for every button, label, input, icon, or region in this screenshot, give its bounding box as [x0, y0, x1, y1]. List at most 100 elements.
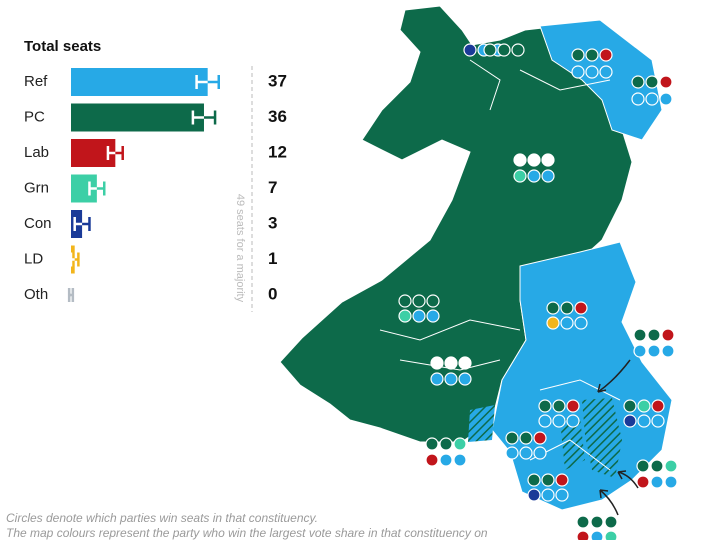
seat-circle: [661, 328, 675, 342]
value-label: 12: [268, 142, 287, 161]
seat-circle: [633, 328, 647, 342]
seat-circle: [574, 316, 588, 330]
category-label: Con: [24, 215, 52, 232]
seat-circle: [398, 309, 412, 323]
seat-circle: [430, 372, 444, 386]
seat-circle: [623, 414, 637, 428]
seat-circle: [426, 294, 440, 308]
seat-circle: [636, 459, 650, 473]
seat-circle: [425, 437, 439, 451]
seat-circle: [555, 473, 569, 487]
value-label: 1: [268, 249, 277, 268]
seat-circle: [552, 414, 566, 428]
seat-circle: [647, 328, 661, 342]
seat-circle: [412, 294, 426, 308]
seat-circle: [412, 309, 426, 323]
arrow: [617, 470, 639, 489]
seat-circle: [458, 372, 472, 386]
arrow: [597, 359, 631, 393]
value-label: 37: [268, 71, 287, 90]
seat-circle: [599, 48, 613, 62]
map-region-hatched: [560, 418, 585, 470]
seat-circle: [511, 43, 525, 57]
seat-circle: [566, 399, 580, 413]
map: [279, 5, 678, 540]
seat-circle: [571, 65, 585, 79]
seat-circle: [439, 453, 453, 467]
seat-circle: [533, 446, 547, 460]
seat-circle: [541, 169, 555, 183]
majority-label: 49 seats for a majority: [234, 194, 246, 303]
seat-circle: [566, 414, 580, 428]
seat-circle: [527, 473, 541, 487]
seat-circle: [631, 92, 645, 106]
seat-circle: [637, 399, 651, 413]
seat-circle: [425, 453, 439, 467]
map-region-hatched: [468, 405, 495, 442]
seat-circle: [604, 515, 618, 529]
seat-circle: [604, 530, 618, 540]
seat-circle: [444, 372, 458, 386]
seat-circle: [590, 530, 604, 540]
seat-circle: [599, 65, 613, 79]
seat-circle: [519, 431, 533, 445]
value-label: 0: [268, 284, 277, 303]
seat-circle: [645, 92, 659, 106]
seat-circle: [541, 488, 555, 502]
seat-circle: [636, 475, 650, 489]
map-region-hatched: [582, 398, 622, 478]
category-label: Oth: [24, 286, 48, 303]
seat-circle: [637, 414, 651, 428]
seat-circle: [574, 301, 588, 315]
seat-circle: [576, 515, 590, 529]
seat-circle: [664, 475, 678, 489]
seat-circle: [505, 431, 519, 445]
value-label: 7: [268, 178, 277, 197]
seat-circle: [647, 344, 661, 358]
seat-circle: [650, 475, 664, 489]
seat-circle: [439, 437, 453, 451]
seat-circle: [398, 294, 412, 308]
category-label: Grn: [24, 179, 49, 196]
map-boundaries: [379, 59, 621, 471]
seat-circle: [560, 316, 574, 330]
seat-circle: [651, 399, 665, 413]
arrow: [599, 489, 619, 516]
seat-circle: [444, 356, 458, 370]
category-label: Ref: [24, 73, 48, 90]
value-label: 3: [268, 213, 277, 232]
seat-circle: [519, 446, 533, 460]
seat-circle: [585, 65, 599, 79]
seat-circle: [659, 92, 673, 106]
seat-circle: [659, 75, 673, 89]
seat-circle: [483, 43, 497, 57]
chart-title: Total seats: [24, 38, 101, 55]
seat-circle: [645, 75, 659, 89]
seat-circle: [571, 48, 585, 62]
seat-circle: [527, 488, 541, 502]
seat-circle: [623, 399, 637, 413]
seat-circle: [527, 153, 541, 167]
seat-circle: [650, 459, 664, 473]
seat-circle: [560, 301, 574, 315]
map-region-blue: [539, 19, 663, 141]
seat-circle: [576, 530, 590, 540]
seat-circle: [458, 356, 472, 370]
seat-circle: [527, 169, 541, 183]
seat-circle: [590, 515, 604, 529]
value-label: 36: [268, 107, 287, 126]
seat-circle: [533, 431, 547, 445]
seat-circle: [453, 453, 467, 467]
seat-circle: [585, 48, 599, 62]
seat-circle: [538, 399, 552, 413]
bar: [71, 103, 204, 132]
seat-circle: [430, 356, 444, 370]
category-label: PC: [24, 108, 45, 125]
seat-circle: [463, 43, 477, 57]
seat-circle: [538, 414, 552, 428]
seat-circle: [453, 437, 467, 451]
seat-circle: [664, 459, 678, 473]
seat-circle: [541, 153, 555, 167]
category-label: Lab: [24, 144, 49, 161]
